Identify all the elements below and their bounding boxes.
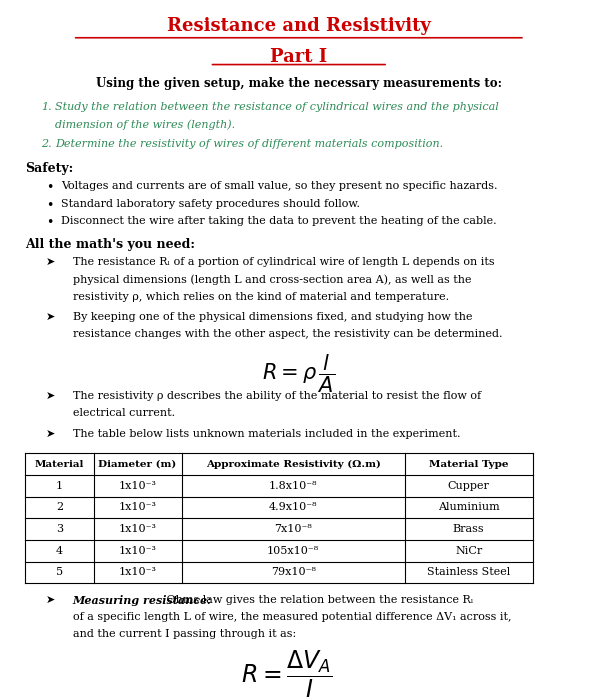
Text: The resistance Rₗ of a portion of cylindrical wire of length L depends on its: The resistance Rₗ of a portion of cylind…: [73, 258, 495, 267]
Text: ➤: ➤: [46, 258, 55, 267]
Text: 1x10⁻³: 1x10⁻³: [119, 568, 156, 578]
Text: 2.: 2.: [41, 139, 52, 148]
Text: •: •: [46, 216, 54, 230]
Text: Ohms law gives the relation between the resistance Rₗ: Ohms law gives the relation between the …: [163, 595, 474, 605]
Text: All the math's you need:: All the math's you need:: [25, 238, 195, 251]
Text: Resistance and Resistivity: Resistance and Resistivity: [167, 18, 431, 35]
Text: Aluminium: Aluminium: [438, 503, 500, 512]
Text: The resistivity ρ describes the ability of the material to resist the flow of: The resistivity ρ describes the ability …: [73, 391, 481, 401]
Text: resistance changes with the other aspect, the resistivity can be determined.: resistance changes with the other aspect…: [73, 330, 502, 340]
Text: ➤: ➤: [46, 429, 55, 439]
Text: Standard laboratory safety procedures should follow.: Standard laboratory safety procedures sh…: [61, 199, 360, 209]
Text: ➤: ➤: [46, 595, 55, 605]
Text: 1x10⁻³: 1x10⁻³: [119, 503, 156, 512]
Text: 1x10⁻³: 1x10⁻³: [119, 546, 156, 556]
Text: The table below lists unknown materials included in the experiment.: The table below lists unknown materials …: [73, 429, 460, 439]
Text: 5: 5: [56, 568, 63, 578]
Text: 1.: 1.: [41, 102, 52, 111]
Text: Determine the resistivity of wires of different materials composition.: Determine the resistivity of wires of di…: [55, 139, 443, 148]
Text: of a specific length L of wire, the measured potential difference ΔV₁ across it,: of a specific length L of wire, the meas…: [73, 612, 511, 622]
Text: and the current I passing through it as:: and the current I passing through it as:: [73, 629, 296, 639]
Text: dimension of the wires (length).: dimension of the wires (length).: [55, 120, 235, 130]
Text: Measuring resistance:: Measuring resistance:: [73, 595, 212, 606]
Text: 7x10⁻⁸: 7x10⁻⁸: [274, 524, 312, 534]
Text: electrical current.: electrical current.: [73, 409, 175, 419]
Text: 105x10⁻⁸: 105x10⁻⁸: [267, 546, 319, 556]
Text: By keeping one of the physical dimensions fixed, and studying how the: By keeping one of the physical dimension…: [73, 312, 472, 322]
Text: 2: 2: [56, 503, 63, 512]
Text: Brass: Brass: [453, 524, 484, 534]
Text: Using the given setup, make the necessary measurements to:: Using the given setup, make the necessar…: [96, 77, 502, 90]
Text: Voltages and currents are of small value, so they present no specific hazards.: Voltages and currents are of small value…: [61, 181, 497, 190]
Text: 1x10⁻³: 1x10⁻³: [119, 524, 156, 534]
Text: 1.8x10⁻⁸: 1.8x10⁻⁸: [269, 481, 317, 491]
Text: ➤: ➤: [46, 312, 55, 322]
Text: 1: 1: [56, 481, 63, 491]
Text: •: •: [46, 199, 54, 211]
Text: Diameter (m): Diameter (m): [99, 459, 177, 468]
Text: 3: 3: [56, 524, 63, 534]
Text: Part I: Part I: [270, 48, 328, 66]
Text: NiCr: NiCr: [455, 546, 482, 556]
Text: Material: Material: [34, 459, 84, 468]
Text: Material Type: Material Type: [429, 459, 508, 468]
Text: Study the relation between the resistance of cylindrical wires and the physical: Study the relation between the resistanc…: [55, 102, 499, 111]
Text: physical dimensions (length L and cross-section area A), as well as the: physical dimensions (length L and cross-…: [73, 274, 471, 285]
Text: $R = \dfrac{\Delta V_A}{I}$: $R = \dfrac{\Delta V_A}{I}$: [241, 648, 333, 700]
Text: Approximate Resistivity (Ω.m): Approximate Resistivity (Ω.m): [206, 459, 381, 468]
Text: Disconnect the wire after taking the data to prevent the heating of the cable.: Disconnect the wire after taking the dat…: [61, 216, 496, 226]
Text: Safety:: Safety:: [25, 162, 73, 174]
Text: $R = \rho\,\dfrac{l}{A}$: $R = \rho\,\dfrac{l}{A}$: [262, 353, 335, 396]
Text: 4: 4: [56, 546, 63, 556]
Text: 1x10⁻³: 1x10⁻³: [119, 481, 156, 491]
Text: •: •: [46, 181, 54, 194]
Text: 79x10⁻⁸: 79x10⁻⁸: [270, 568, 315, 578]
Text: resistivity ρ, which relies on the kind of material and temperature.: resistivity ρ, which relies on the kind …: [73, 292, 449, 302]
Text: ➤: ➤: [46, 391, 55, 401]
Text: Stainless Steel: Stainless Steel: [427, 568, 510, 578]
Text: Cupper: Cupper: [448, 481, 490, 491]
Text: 4.9x10⁻⁸: 4.9x10⁻⁸: [269, 503, 317, 512]
